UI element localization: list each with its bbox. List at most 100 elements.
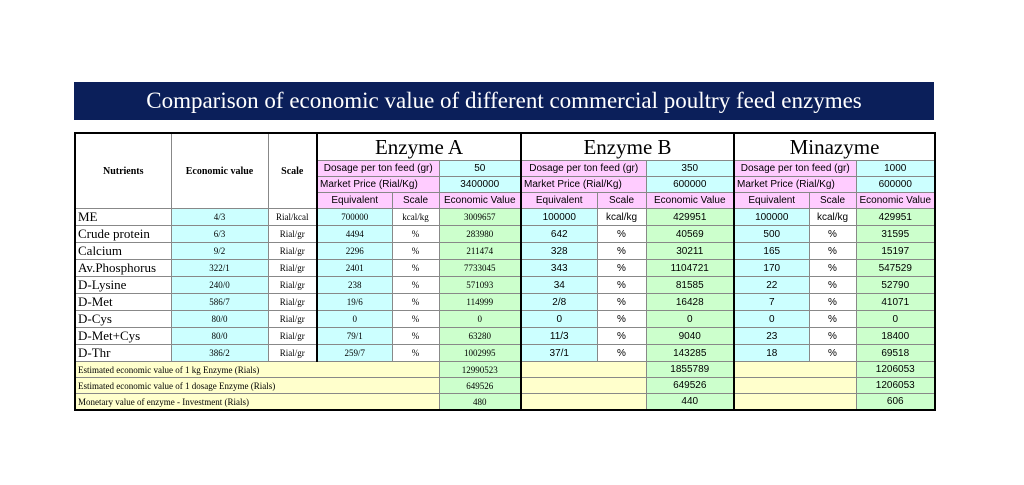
header-nutrients: Nutrients bbox=[74, 132, 172, 209]
nutrient-scale: Rial/gr bbox=[267, 310, 318, 328]
nutrient-name: ME bbox=[74, 208, 172, 226]
nutrient-scale: Rial/gr bbox=[267, 327, 318, 345]
scale-value: % bbox=[808, 327, 857, 345]
scale-value: % bbox=[596, 276, 647, 294]
economic-value: 1104721 bbox=[645, 259, 735, 277]
economic-value: 69518 bbox=[855, 344, 936, 362]
scale-value: % bbox=[808, 276, 857, 294]
nutrient-name: D-Cys bbox=[74, 310, 172, 328]
summary-label: Monetary value of enzyme - Investment (R… bbox=[74, 393, 440, 411]
economic-value: 0 bbox=[645, 310, 735, 328]
summary-value: 440 bbox=[645, 393, 735, 411]
economic-value: 9040 bbox=[645, 327, 735, 345]
nutrient-scale: Rial/gr bbox=[267, 293, 318, 311]
scale-value: % bbox=[808, 310, 857, 328]
enzyme-comparison-table: Nutrients Economic value Scale Enzyme A Enzy… bbox=[74, 132, 936, 411]
scale-value: % bbox=[808, 242, 857, 260]
equivalent-header: Equivalent bbox=[733, 192, 810, 209]
price-label: Market Price (Rial/Kg) bbox=[316, 176, 440, 193]
economic-value: 429951 bbox=[855, 208, 936, 226]
economic-value: 18400 bbox=[855, 327, 936, 345]
table-row: ME 4/3 Rial/kcal 700000 kcal/kg 3009657 100000… bbox=[74, 208, 936, 226]
nutrient-scale: Rial/gr bbox=[267, 225, 318, 243]
equivalent-value: 259/7 bbox=[316, 344, 393, 362]
nutrient-economic-value: 322/1 bbox=[170, 259, 269, 277]
equivalent-value: 0 bbox=[316, 310, 393, 328]
header-economic-value: Economic value bbox=[170, 132, 269, 209]
scale-header: Scale bbox=[808, 192, 857, 209]
price-label: Market Price (Rial/Kg) bbox=[733, 176, 857, 193]
nutrient-economic-value: 586/7 bbox=[170, 293, 269, 311]
nutrient-scale: Rial/gr bbox=[267, 344, 318, 362]
economic-value: 81585 bbox=[645, 276, 735, 294]
dosage-value: 50 bbox=[438, 160, 522, 177]
equivalent-value: 2/8 bbox=[520, 293, 598, 311]
economic-value: 16428 bbox=[645, 293, 735, 311]
economic-value-header: Economic Value bbox=[438, 192, 522, 209]
summary-blank bbox=[520, 393, 647, 411]
table-row: Crude protein 6/3 Rial/gr 4494% 283980 642% 40… bbox=[74, 225, 936, 243]
equivalent-value: 2401 bbox=[316, 259, 393, 277]
scale-value: % bbox=[596, 344, 647, 362]
scale-value: % bbox=[596, 259, 647, 277]
scale-value: % bbox=[808, 344, 857, 362]
equivalent-value: 238 bbox=[316, 276, 393, 294]
table-row: D-Thr 386/2 Rial/gr 259/7% 1002995 37/1% 14328… bbox=[74, 344, 936, 362]
equivalent-value: 11/3 bbox=[520, 327, 598, 345]
economic-value: 63280 bbox=[438, 327, 522, 345]
summary-value: 1206053 bbox=[855, 361, 936, 378]
equivalent-value: 23 bbox=[733, 327, 810, 345]
scale-header: Scale bbox=[391, 192, 440, 209]
nutrient-name: D-Met+Cys bbox=[74, 327, 172, 345]
nutrient-scale: Rial/kcal bbox=[267, 208, 318, 226]
nutrient-name: Crude protein bbox=[74, 225, 172, 243]
economic-value: 40569 bbox=[645, 225, 735, 243]
enzyme-name: Minazyme bbox=[733, 132, 936, 161]
dosage-label: Dosage per ton feed (gr) bbox=[520, 160, 647, 177]
economic-value: 30211 bbox=[645, 242, 735, 260]
scale-value: % bbox=[596, 225, 647, 243]
economic-value: 429951 bbox=[645, 208, 735, 226]
equivalent-value: 100000 bbox=[520, 208, 598, 226]
table-row: Av.Phosphorus 322/1 Rial/gr 2401% 7733045 343… bbox=[74, 259, 936, 277]
nutrient-scale: Rial/gr bbox=[267, 259, 318, 277]
summary-blank bbox=[520, 361, 647, 378]
economic-value: 283980 bbox=[438, 225, 522, 243]
summary-blank bbox=[520, 377, 647, 394]
scale-value: % bbox=[808, 293, 857, 311]
economic-value: 15197 bbox=[855, 242, 936, 260]
nutrient-economic-value: 386/2 bbox=[170, 344, 269, 362]
nutrient-scale: Rial/gr bbox=[267, 276, 318, 294]
scale-value: % bbox=[808, 225, 857, 243]
equivalent-value: 642 bbox=[520, 225, 598, 243]
economic-value: 0 bbox=[438, 310, 522, 328]
equivalent-value: 165 bbox=[733, 242, 810, 260]
scale-value: % bbox=[391, 259, 440, 277]
economic-value: 52790 bbox=[855, 276, 936, 294]
summary-value: 606 bbox=[855, 393, 936, 411]
equivalent-value: 170 bbox=[733, 259, 810, 277]
scale-value: % bbox=[391, 242, 440, 260]
header-scale: Scale bbox=[267, 132, 318, 209]
economic-value: 211474 bbox=[438, 242, 522, 260]
scale-header: Scale bbox=[596, 192, 647, 209]
equivalent-value: 7 bbox=[733, 293, 810, 311]
table-row: Market Price (Rial/Kg) 3400000 Market Pric… bbox=[75, 176, 936, 193]
economic-value: 114999 bbox=[438, 293, 522, 311]
dosage-label: Dosage per ton feed (gr) bbox=[316, 160, 440, 177]
scale-value: kcal/kg bbox=[808, 208, 857, 226]
table-row: Estimated economic value of 1 kg Enzyme … bbox=[74, 361, 936, 378]
price-value: 3400000 bbox=[438, 176, 522, 193]
economic-value-header: Economic Value bbox=[855, 192, 936, 209]
scale-value: % bbox=[596, 327, 647, 345]
economic-value: 41071 bbox=[855, 293, 936, 311]
equivalent-header: Equivalent bbox=[316, 192, 393, 209]
summary-blank bbox=[733, 361, 857, 378]
equivalent-value: 22 bbox=[733, 276, 810, 294]
table-row: Calcium 9/2 Rial/gr 2296% 211474 328% 30211 165… bbox=[74, 242, 936, 260]
scale-value: kcal/kg bbox=[596, 208, 647, 226]
table-row: D-Met+Cys 80/0 Rial/gr 79/1% 63280 11/3% 9040 2… bbox=[74, 327, 936, 345]
table-row: Equivalent Scale Economic Value Equivalent S… bbox=[75, 192, 936, 209]
nutrient-name: Av.Phosphorus bbox=[74, 259, 172, 277]
scale-value: % bbox=[391, 310, 440, 328]
